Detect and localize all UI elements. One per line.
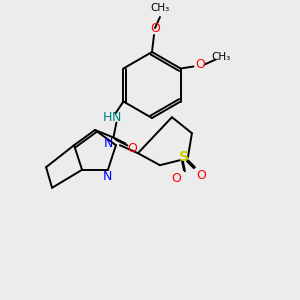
Text: N: N bbox=[112, 111, 121, 124]
Text: H: H bbox=[103, 111, 112, 124]
Text: CH₃: CH₃ bbox=[211, 52, 230, 61]
Text: O: O bbox=[196, 58, 206, 71]
Text: CH₃: CH₃ bbox=[150, 3, 170, 13]
Text: N: N bbox=[103, 170, 112, 183]
Text: S: S bbox=[179, 150, 189, 164]
Text: O: O bbox=[150, 22, 160, 34]
Text: O: O bbox=[128, 142, 137, 155]
Text: O: O bbox=[171, 172, 181, 185]
Text: O: O bbox=[196, 169, 206, 182]
Text: N: N bbox=[104, 137, 114, 150]
